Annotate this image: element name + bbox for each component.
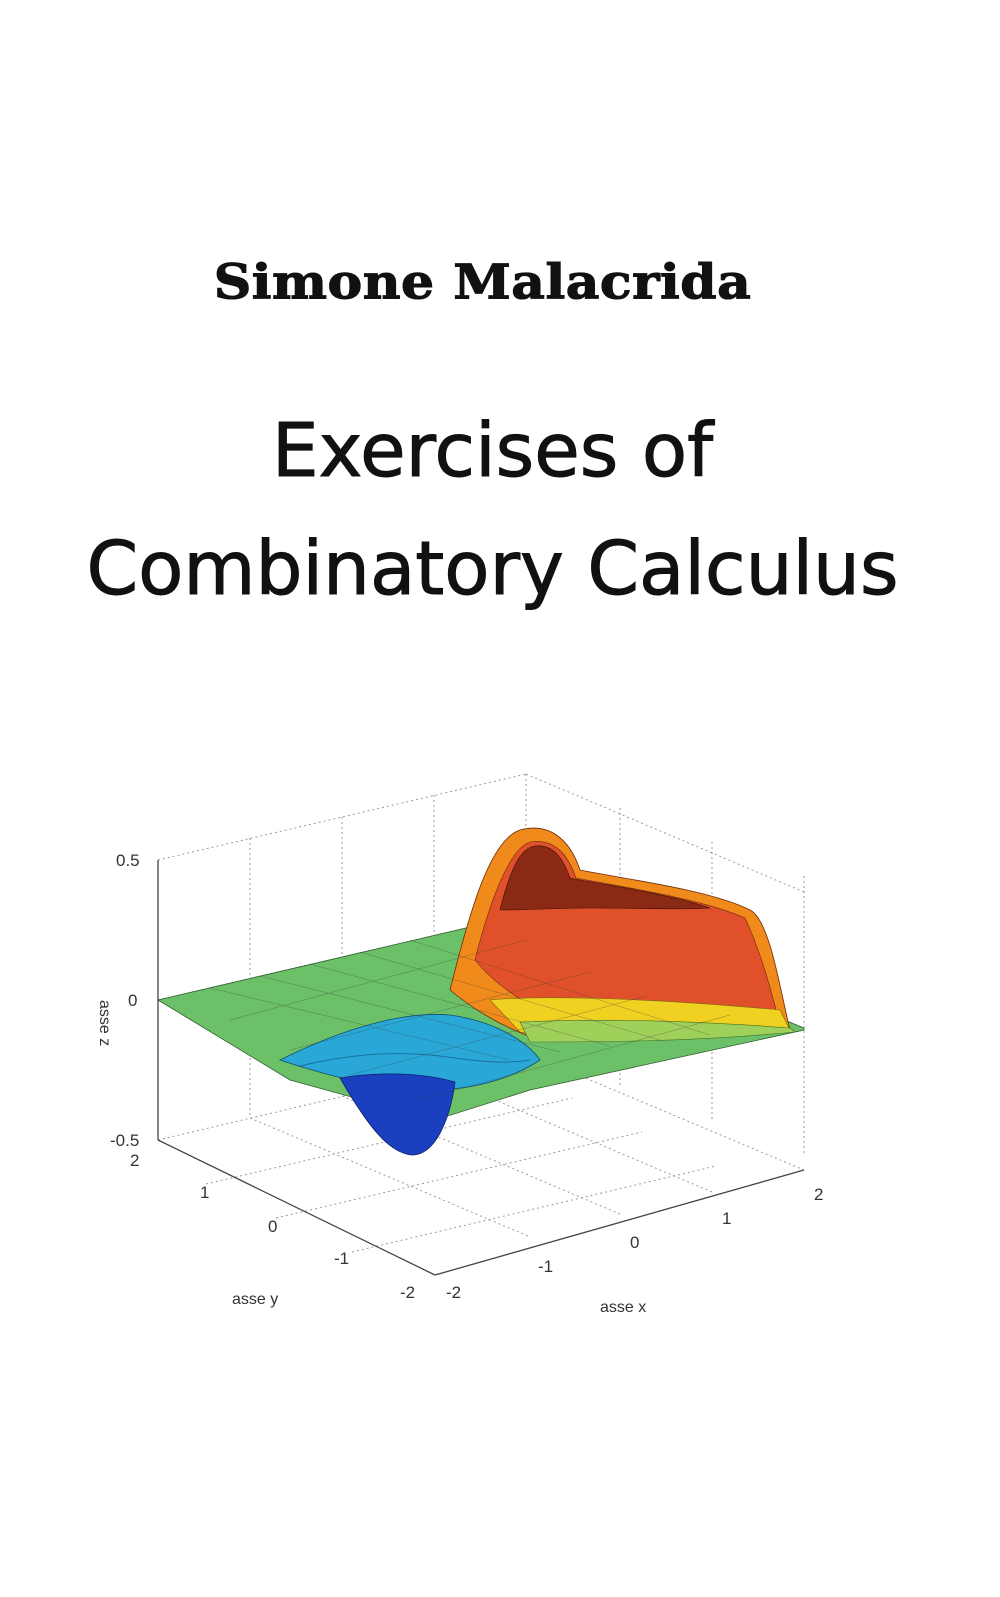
y-tick-label: 0: [268, 1217, 277, 1236]
z-tick-label: -0.5: [110, 1131, 139, 1150]
y-tick-label: 2: [130, 1151, 139, 1170]
x-axis-label: asse x: [600, 1299, 646, 1316]
book-title-line-1: Exercises of: [271, 408, 714, 495]
surface-plot-icon: 0.5 0 -0.5 asse z 2 1 0 -1 -2 asse y -2 …: [96, 773, 823, 1316]
z-tick-label: 0.5: [116, 851, 140, 870]
surface-mesh: [156, 827, 805, 1156]
x-tick-label: -2: [446, 1283, 461, 1302]
x-tick-label: 2: [814, 1185, 823, 1204]
x-tick-label: -1: [538, 1257, 553, 1276]
x-tick-label: 1: [722, 1209, 731, 1228]
z-axis-label: asse z: [96, 1000, 113, 1046]
y-tick-label: -1: [334, 1249, 349, 1268]
y-axis-label: asse y: [232, 1291, 278, 1308]
book-title-line-2: Combinatory Calculus: [86, 526, 899, 613]
y-tick-label: 1: [200, 1183, 209, 1202]
x-tick-label: 0: [630, 1233, 639, 1252]
surface-plot-figure: 0.5 0 -0.5 asse z 2 1 0 -1 -2 asse y -2 …: [90, 760, 850, 1330]
z-tick-label: 0: [128, 991, 137, 1010]
y-tick-label: -2: [400, 1283, 415, 1302]
author-name: Simone Malacrida: [213, 254, 752, 311]
